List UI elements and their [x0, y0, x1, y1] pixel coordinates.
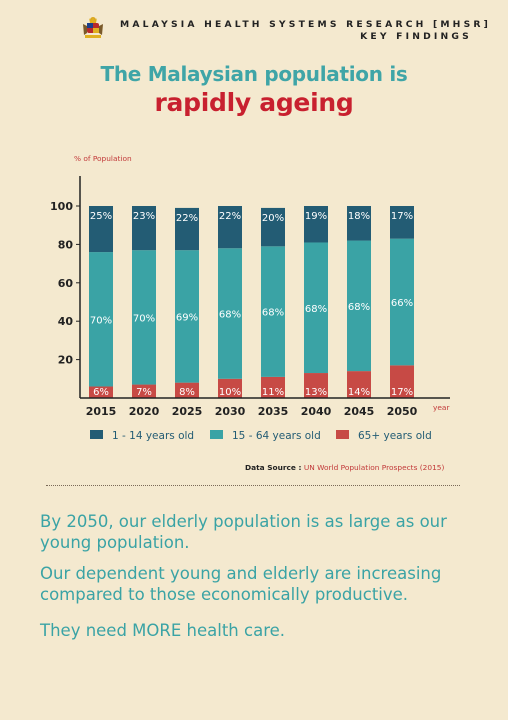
page-title-line2: rapidly ageing [154, 88, 354, 117]
header-title: MALAYSIA HEALTH SYSTEMS RESEARCH [MHSR] [120, 19, 492, 30]
data-label: 22% [176, 213, 198, 224]
bar-segment [390, 238, 414, 366]
data-label: 68% [305, 304, 327, 315]
x-axis-label: year [433, 403, 450, 412]
x-tick-label: 2025 [172, 405, 203, 418]
x-tick-label: 2030 [215, 405, 246, 418]
bar-segment [304, 373, 328, 398]
data-label: 17% [391, 387, 413, 398]
x-tick-label: 2015 [86, 405, 117, 418]
data-source-label: Data Source : [245, 463, 302, 472]
bar-segment [175, 250, 199, 383]
bar-segment [390, 365, 414, 398]
data-label: 7% [136, 387, 152, 398]
data-label: 18% [348, 211, 370, 222]
data-label: 20% [262, 213, 284, 224]
y-tick-label: 40 [58, 315, 74, 328]
paragraph-elderly: By 2050, our elderly population is as la… [40, 512, 447, 552]
bar-segment [347, 206, 371, 241]
data-label: 66% [391, 298, 413, 309]
coat-of-arms-icon [83, 17, 103, 38]
x-tick-label: 2040 [301, 405, 332, 418]
bar-segment [218, 206, 242, 249]
legend-swatch [210, 430, 223, 439]
data-label: 6% [93, 387, 109, 398]
legend-label: 1 - 14 years old [112, 430, 194, 442]
stacked-bar-chart: % of Population 20 40 60 80 100 6% 70% 25% 2015 7%… [0, 150, 508, 480]
bar-segment [132, 384, 156, 398]
chart-svg: % of Population204060801006%70%25%20157%… [50, 154, 450, 442]
legend-swatch [336, 430, 349, 439]
bar-segment [175, 207, 199, 251]
bar-segment [347, 371, 371, 398]
data-label: 19% [305, 211, 327, 222]
data-label: 68% [348, 302, 370, 313]
data-label: 25% [90, 211, 112, 222]
x-tick-label: 2035 [258, 405, 289, 418]
legend-label: 15 - 64 years old [232, 430, 321, 442]
x-tick-label: 2050 [387, 405, 418, 418]
bar-segment [89, 206, 113, 253]
data-label: 22% [219, 211, 241, 222]
data-source-value: UN World Population Prospects (2015) [303, 463, 445, 472]
bar-segment [175, 382, 199, 398]
bar-segment [218, 378, 242, 398]
bar-segment [347, 240, 371, 372]
header-subtitle: KEY FINDINGS [360, 31, 472, 42]
bar-segment [89, 252, 113, 387]
bar-segment [132, 250, 156, 385]
data-label: 69% [176, 312, 198, 323]
y-axis-label: % of Population [74, 154, 132, 163]
y-tick-label: 100 [50, 200, 73, 213]
data-label: 23% [133, 211, 155, 222]
page-title-line1: The Malaysian population is [100, 62, 408, 86]
data-source: Data Source : UN World Population Prospe… [245, 463, 444, 472]
bar-segment [89, 386, 113, 398]
bar-segment [261, 376, 285, 398]
bar-segment [132, 206, 156, 251]
legend-label: 65+ years old [358, 430, 432, 442]
bar-segment [261, 246, 285, 377]
paragraph-dependents: Our dependent young and elderly are incr… [40, 564, 442, 604]
bar-segment [304, 242, 328, 374]
x-tick-label: 2045 [344, 405, 375, 418]
x-tick-label: 2020 [129, 405, 160, 418]
bar-segment [304, 206, 328, 243]
data-label: 70% [133, 313, 155, 324]
data-label: 11% [262, 387, 284, 398]
y-tick-label: 60 [58, 277, 74, 290]
header: MALAYSIA HEALTH SYSTEMS RESEARCH [MHSR] … [0, 0, 508, 52]
data-label: 70% [90, 315, 112, 326]
bar-segment [218, 248, 242, 379]
data-label: 13% [305, 387, 327, 398]
dotted-divider [46, 485, 460, 486]
paragraph-health-care: They need MORE health care. [40, 621, 286, 640]
data-label: 10% [219, 387, 241, 398]
data-label: 14% [348, 387, 370, 398]
y-tick-label: 80 [58, 238, 74, 251]
data-label: 8% [179, 387, 195, 398]
legend-swatch [90, 430, 103, 439]
data-label: 68% [262, 308, 284, 319]
bar-segment [390, 206, 414, 239]
data-label: 68% [219, 310, 241, 321]
bar-segment [261, 207, 285, 247]
y-tick-label: 20 [58, 354, 74, 367]
data-label: 17% [391, 211, 413, 222]
